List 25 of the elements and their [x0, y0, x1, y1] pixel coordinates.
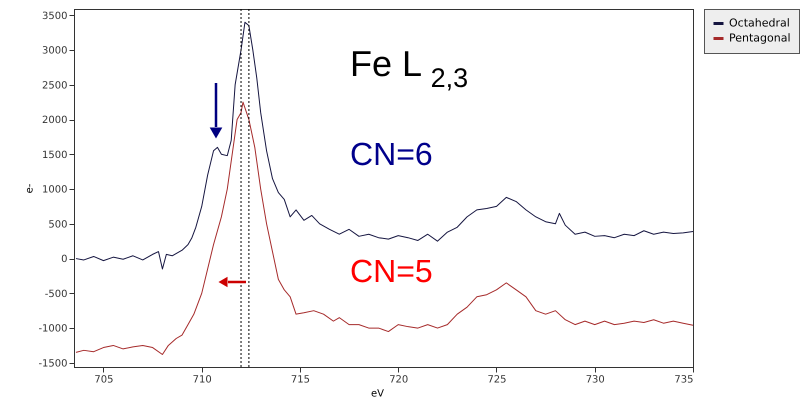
x-tick-label: 725	[487, 374, 507, 386]
y-tick-label: 1000	[42, 184, 68, 196]
y-tick-label: -500	[44, 288, 68, 300]
legend-label: Pentagonal	[729, 32, 791, 44]
annotation: CN=6	[350, 136, 433, 172]
legend-label: Octahedral	[729, 16, 790, 30]
annotation: CN=5	[350, 253, 433, 289]
y-axis-title: e-	[24, 183, 36, 194]
line-series	[75, 102, 694, 355]
x-tick-label: 710	[192, 374, 212, 386]
x-tick-label: 715	[290, 374, 310, 386]
y-tick-label: 2500	[42, 80, 68, 92]
y-tick-label: 3000	[42, 46, 68, 57]
x-axis-title: eV	[371, 388, 384, 400]
y-tick-label: 2000	[42, 115, 68, 126]
y-tick-label: -1000	[38, 324, 68, 335]
y-tick-label: 1500	[42, 150, 68, 161]
x-tick-label: 730	[586, 374, 605, 386]
x-tick-label: 735	[674, 374, 694, 386]
y-tick-label: -1500	[38, 358, 68, 370]
y-tick-label: 0	[61, 254, 68, 266]
x-tick-label: 720	[389, 374, 408, 386]
y-tick-label: 500	[48, 219, 68, 230]
y-tick-label: 3500	[42, 10, 68, 22]
x-tick-label: 705	[94, 374, 114, 386]
